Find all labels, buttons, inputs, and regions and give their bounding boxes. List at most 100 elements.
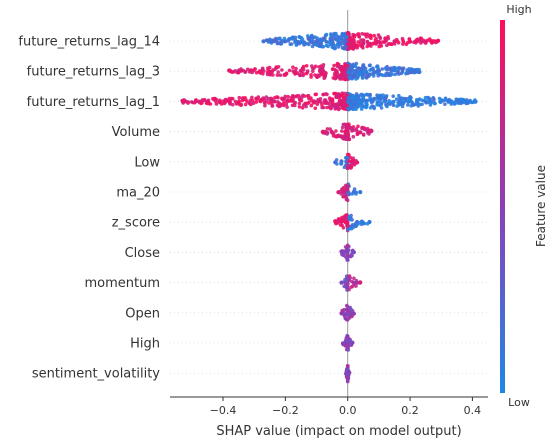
- shap-point: [339, 192, 343, 196]
- shap-point: [378, 35, 382, 39]
- shap-point: [349, 216, 353, 220]
- shap-point: [356, 43, 361, 48]
- shap-point: [359, 38, 363, 42]
- shap-point: [345, 255, 350, 259]
- shap-point: [342, 107, 347, 111]
- shap-point: [285, 105, 289, 109]
- shap-point: [290, 37, 295, 41]
- shap-point: [362, 127, 367, 132]
- shap-point: [351, 74, 356, 78]
- shap-point: [261, 39, 266, 44]
- x-tick-label: −0.2: [272, 404, 299, 417]
- shap-point: [356, 99, 360, 103]
- shap-point: [280, 39, 284, 43]
- shap-point: [384, 102, 388, 107]
- shap-point: [366, 130, 370, 135]
- shap-point: [352, 190, 357, 195]
- shap-point: [415, 99, 419, 103]
- shap-point: [372, 71, 376, 75]
- shap-point: [289, 42, 294, 46]
- shap-point: [291, 69, 295, 73]
- shap-point: [383, 96, 388, 101]
- shap-point: [221, 99, 226, 103]
- shap-point: [379, 106, 384, 110]
- shap-point: [371, 74, 376, 78]
- shap-point: [254, 100, 259, 104]
- shap-point: [282, 96, 287, 101]
- shap-point: [361, 63, 366, 67]
- shap-point: [359, 99, 364, 103]
- shap-point: [351, 39, 355, 44]
- shap-point: [379, 96, 384, 100]
- shap-point: [295, 71, 300, 75]
- shap-point: [347, 70, 351, 74]
- shap-point: [301, 73, 306, 78]
- shap-point: [335, 34, 340, 39]
- shap-point: [352, 276, 356, 281]
- shap-point: [344, 35, 349, 39]
- shap-point: [328, 98, 333, 103]
- shap-point: [350, 100, 355, 104]
- shap-point: [310, 44, 315, 49]
- shap-point: [355, 103, 359, 108]
- shap-point: [295, 94, 299, 98]
- shap-point: [384, 39, 388, 43]
- shap-point: [345, 130, 350, 134]
- feature-label: High: [130, 337, 160, 352]
- shap-point: [369, 67, 374, 71]
- shap-point: [230, 96, 235, 101]
- shap-point: [364, 101, 369, 106]
- feature-label: Close: [125, 246, 160, 261]
- shap-point: [385, 43, 389, 48]
- shap-point: [320, 73, 325, 77]
- shap-point: [297, 105, 302, 109]
- shap-point: [400, 67, 405, 71]
- shap-point: [473, 98, 477, 102]
- shap-point: [351, 248, 355, 253]
- shap-point: [344, 307, 349, 312]
- x-tick-label: 0.0: [339, 404, 357, 417]
- shap-point: [228, 101, 232, 105]
- shap-point: [409, 67, 414, 71]
- shap-point: [332, 46, 337, 51]
- shap-point: [267, 65, 272, 70]
- shap-point: [345, 166, 350, 170]
- shap-point: [291, 65, 295, 69]
- shap-point: [325, 127, 330, 131]
- shap-point: [345, 63, 350, 68]
- shap-point: [345, 185, 350, 189]
- shap-point: [341, 98, 346, 102]
- shap-point: [349, 285, 354, 289]
- shap-point: [345, 258, 350, 262]
- shap-point: [228, 68, 232, 73]
- shap-point: [368, 93, 372, 97]
- shap-point: [344, 281, 348, 286]
- shap-point: [345, 243, 350, 248]
- colorbar-high-label: High: [506, 3, 531, 16]
- shap-point: [379, 101, 384, 105]
- shap-point: [351, 134, 356, 139]
- shap-point: [393, 72, 397, 77]
- shap-point: [462, 98, 466, 103]
- shap-point: [339, 161, 344, 166]
- shap-point: [345, 156, 350, 160]
- shap-point: [360, 92, 365, 97]
- shap-point: [354, 159, 358, 163]
- shap-point: [379, 44, 384, 48]
- feature-label: future_returns_lag_1: [27, 95, 160, 110]
- shap-point: [259, 97, 264, 102]
- shap-point: [340, 129, 344, 133]
- shap-point: [369, 36, 373, 40]
- shap-point: [355, 131, 360, 136]
- shap-point: [299, 69, 304, 74]
- shap-point: [224, 98, 228, 102]
- x-axis-ticks: −0.4 −0.2 0.0 0.2 0.4: [210, 397, 481, 417]
- shap-point: [282, 72, 287, 77]
- shap-point: [369, 44, 373, 48]
- shap-point: [345, 223, 349, 228]
- shap-point: [350, 314, 354, 319]
- shap-point: [234, 102, 239, 106]
- feature-label: z_score: [112, 216, 160, 231]
- shap-point: [300, 37, 305, 42]
